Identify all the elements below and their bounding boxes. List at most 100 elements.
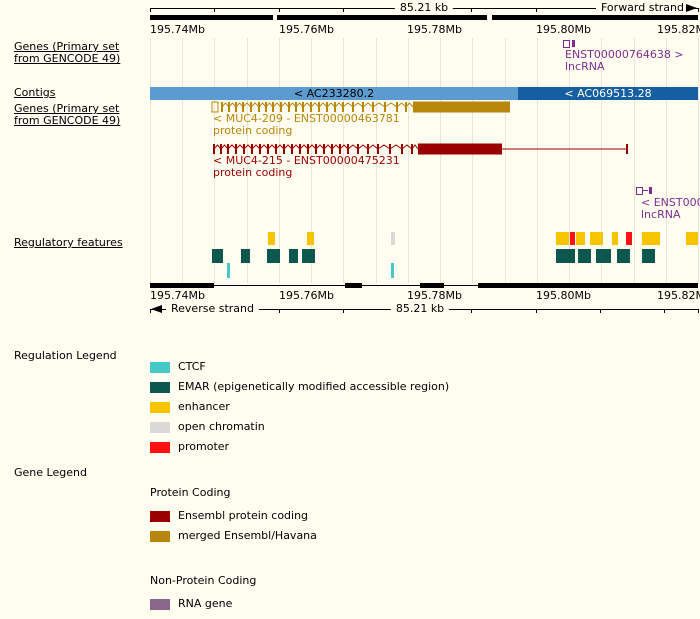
region-boundary-segment <box>277 15 487 20</box>
regulatory-feature-emar[interactable] <box>642 249 655 263</box>
ruler-tick <box>150 8 151 12</box>
axis-tick-label: 195.76Mb <box>279 23 334 36</box>
regulatory-feature-enhancer[interactable] <box>642 232 660 245</box>
axis-coordinates-bottom: 195.74Mb 195.76Mb 195.78Mb 195.80Mb 195.82M <box>0 290 700 302</box>
forward-gene-biotype-label: lncRNA <box>565 60 605 73</box>
forward-strand-label: Forward strand <box>596 2 689 14</box>
region-boundary-segment <box>492 15 698 20</box>
regulatory-feature-enhancer[interactable] <box>576 232 585 245</box>
transcript-model-muc4-215[interactable] <box>0 141 700 155</box>
regulatory-feature-enhancer[interactable] <box>612 232 618 245</box>
track-label-regulatory[interactable]: Regulatory features <box>14 237 123 249</box>
gene-legend-title: Gene Legend <box>14 466 87 479</box>
track-label-line[interactable]: from GENCODE 49) <box>14 114 121 127</box>
axis-tick-label: 195.78Mb <box>407 23 462 36</box>
regulatory-feature-emar[interactable] <box>596 249 611 263</box>
track-label-line[interactable]: Genes (Primary set <box>14 102 120 115</box>
regulatory-feature-open_chromatin[interactable] <box>391 232 395 245</box>
gridline <box>601 38 603 283</box>
region-boundary-segment <box>150 15 273 20</box>
gene-legend-item: Ensembl protein coding <box>150 506 317 526</box>
gridline <box>343 38 345 283</box>
gridline <box>440 38 442 283</box>
axis-coordinates-top: 195.74Mb 195.76Mb 195.78Mb 195.80Mb 195.82M <box>0 24 700 36</box>
transcript-glyph[interactable] <box>636 187 656 195</box>
track-label-line[interactable]: Regulatory features <box>14 236 123 249</box>
regulatory-feature-enhancer[interactable] <box>686 232 698 245</box>
forward-strand-arrow-icon <box>686 4 697 12</box>
track-label-line[interactable]: from GENCODE 49) <box>14 52 121 65</box>
regulatory-feature-enhancer[interactable] <box>268 232 275 245</box>
contig-segment[interactable]: < AC233280.2 <box>150 87 518 100</box>
ruler-tick <box>150 309 151 313</box>
regulatory-feature-emar[interactable] <box>578 249 591 263</box>
regulation-legend-item: EMAR (epigenetically modified accessible… <box>150 377 449 397</box>
legend-label: CTCF <box>178 360 206 373</box>
regulatory-feature-ctcf[interactable] <box>391 263 394 278</box>
regulatory-feature-ctcf[interactable] <box>227 263 230 278</box>
reverse-gene-2-biotype-label: protein coding <box>213 166 293 179</box>
scale-length-label-bottom: 85.21 kb <box>390 303 450 315</box>
regulation-legend-title: Regulation Legend <box>14 349 117 362</box>
ruler-tick <box>214 8 215 12</box>
gridline <box>536 38 538 283</box>
ruler-tick <box>279 8 280 12</box>
contig-segment[interactable]: < AC069513.28 <box>518 87 698 100</box>
regulatory-feature-emar[interactable] <box>241 249 250 263</box>
gridline <box>698 38 699 283</box>
region-overview-bar-bottom <box>0 283 700 288</box>
transcript-model-muc4-209[interactable] <box>0 99 700 113</box>
regulatory-feature-emar[interactable] <box>302 249 315 263</box>
contig-track: < AC233280.2 < AC069513.28 <box>0 87 700 100</box>
open_chromatin-swatch <box>150 421 170 433</box>
scale-length-label-top: 85.21 kb <box>394 2 454 14</box>
track-label-genes-forward[interactable]: Genes (Primary set from GENCODE 49) <box>14 41 120 65</box>
regulation-legend-item: CTCF <box>150 357 449 377</box>
legend-label: Ensembl protein coding <box>178 509 309 522</box>
reverse-gene-2-id-label[interactable]: < MUC4-215 - ENST00000475231 <box>213 154 400 167</box>
axis-tick-label: 195.82M <box>657 23 700 36</box>
regulatory-feature-emar[interactable] <box>617 249 630 263</box>
exon-box-icon <box>636 187 643 195</box>
track-label-genes-reverse[interactable]: Genes (Primary set from GENCODE 49) <box>14 103 120 127</box>
gridline <box>214 38 216 283</box>
axis-tick-label: 195.80Mb <box>536 23 591 36</box>
legend-label: EMAR (epigenetically modified accessible… <box>178 380 450 393</box>
legend-label: enhancer <box>178 400 230 413</box>
emar-swatch <box>150 381 170 393</box>
reverse-gene-1-id-label[interactable]: < MUC4-209 - ENST00000463781 <box>213 112 400 125</box>
reverse-gene-1-biotype-label: protein coding <box>213 124 293 137</box>
ctcf-swatch <box>150 361 170 373</box>
gridline <box>375 38 377 283</box>
track-label-line[interactable]: Contigs <box>14 86 56 99</box>
legend-label: open chromatin <box>178 420 265 433</box>
regulatory-feature-promoter[interactable] <box>626 232 632 245</box>
ruler-tick <box>664 309 665 313</box>
track-label-line[interactable]: Genes (Primary set <box>14 40 120 53</box>
track-label-contigs[interactable]: Contigs <box>14 87 55 99</box>
region-boundary-segment <box>478 283 698 288</box>
gridline <box>407 38 409 283</box>
gene-legend-group: Protein Coding Ensembl protein coding merg… <box>150 487 317 546</box>
gene-type-swatch <box>150 510 170 522</box>
gridline <box>569 38 571 283</box>
exon-box-icon <box>572 40 575 47</box>
regulatory-feature-emar[interactable] <box>556 249 575 263</box>
reverse-gene-3-id-label[interactable]: < ENST000 <box>641 196 700 209</box>
gridline <box>246 38 248 283</box>
regulatory-feature-emar[interactable] <box>289 249 298 263</box>
enhancer-swatch <box>150 401 170 413</box>
regulatory-feature-promoter[interactable] <box>570 232 575 245</box>
ruler-tick <box>600 309 601 313</box>
gridline <box>472 38 474 283</box>
ruler-tick <box>471 309 472 313</box>
transcript-glyph[interactable] <box>563 40 577 48</box>
axis-tick-label: 195.74Mb <box>150 289 205 302</box>
exon-box-icon <box>649 187 652 194</box>
forward-gene-id-label[interactable]: ENST00000764638 > <box>565 48 684 61</box>
regulatory-feature-enhancer[interactable] <box>556 232 569 245</box>
legend-label: RNA gene <box>178 597 233 610</box>
gridline <box>311 38 313 283</box>
gridline <box>633 38 635 283</box>
axis-tick-label: 195.76Mb <box>279 289 334 302</box>
